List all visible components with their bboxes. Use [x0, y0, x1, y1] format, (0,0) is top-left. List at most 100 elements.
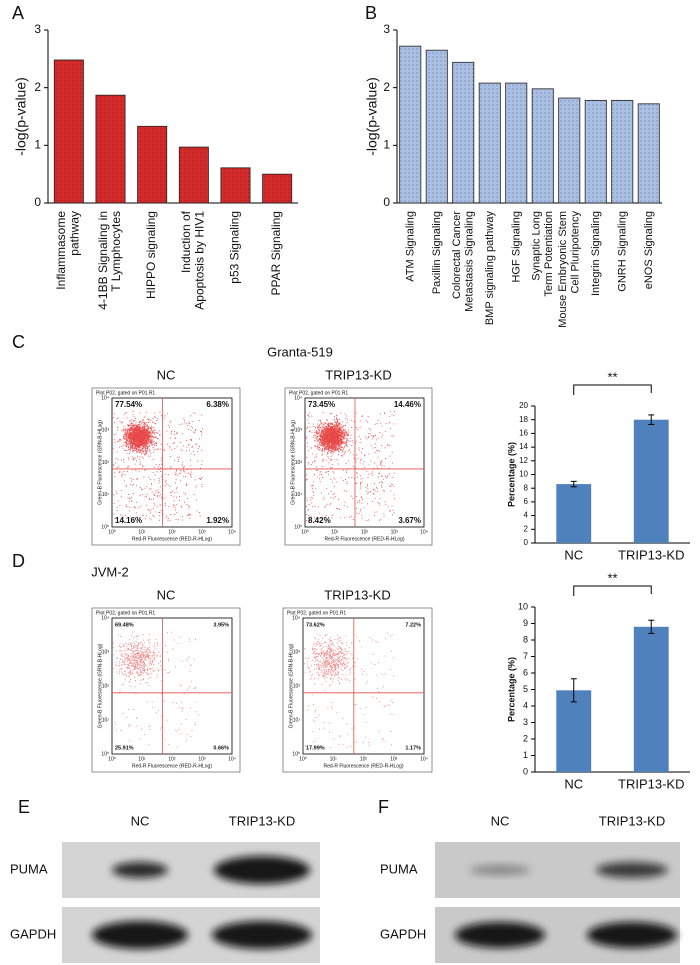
y-tick-label: 18	[519, 415, 528, 424]
bar	[612, 100, 633, 203]
panel-label: C	[12, 332, 25, 352]
blot-band	[112, 862, 168, 878]
lane-label: TRIP13-KD	[229, 813, 295, 828]
y-tick-label: 6	[524, 497, 529, 506]
x-tick-label: GNRH Signaling	[616, 211, 628, 292]
row-label: PUMA	[10, 861, 48, 876]
y-axis-label: -log(p-value)	[13, 77, 29, 156]
flow-x-label: Red-R Fluorescence (RED-R-HLog)	[132, 536, 212, 542]
flow-tick-label: 10³	[198, 529, 206, 535]
quadrant-percent: 7.22%	[405, 622, 421, 628]
row-label: GAPDH	[10, 926, 56, 941]
bar	[634, 627, 669, 772]
sample-title: Granta-519	[267, 344, 333, 359]
y-tick-label: 14	[519, 442, 528, 451]
y-tick-label: 2	[34, 80, 41, 94]
lane-label: NC	[491, 813, 510, 828]
x-tick-label: p53 Signaling	[228, 211, 242, 284]
y-tick-label: 4	[523, 700, 528, 710]
bar	[426, 50, 447, 203]
lane-label: TRIP13-KD	[599, 813, 665, 828]
flow-tick-label: 10²	[168, 529, 176, 535]
bar	[479, 83, 500, 203]
plot-label: TRIP13-KD	[325, 367, 391, 382]
flow-tick-label: 10⁴	[228, 756, 236, 762]
y-tick-label: 1	[34, 138, 41, 152]
flow-tick-label: 10¹	[138, 756, 146, 762]
row-label: GAPDH	[380, 926, 426, 941]
x-tick-label: BMP signaling pathway	[484, 211, 496, 326]
quadrant-percent: 17.99%	[306, 745, 325, 751]
flow-tick-label: 10⁰	[108, 756, 116, 762]
flow-tick-label: 10⁴	[420, 529, 428, 535]
y-axis-label: Percentage (%)	[506, 442, 516, 507]
bar	[221, 168, 250, 203]
quadrant-percent: 77.54%	[115, 400, 142, 409]
bar	[138, 126, 167, 203]
x-tick-label: Paxillin Signaling	[431, 211, 443, 294]
quadrant-percent: 3.67%	[398, 516, 421, 525]
flow-tick-label: 10²	[168, 756, 176, 762]
x-tick-label: TRIP13-KD	[618, 776, 684, 791]
flow-tick-label: 10¹	[331, 529, 339, 535]
bar	[54, 60, 83, 203]
row-label: PUMA	[380, 861, 418, 876]
panel-label: D	[12, 551, 25, 571]
quadrant-percent: 69.48%	[115, 622, 134, 628]
bar	[263, 174, 292, 203]
blot-band	[455, 922, 545, 948]
flow-tick-label: 10⁰	[294, 524, 302, 530]
y-tick-label: 3	[34, 22, 41, 36]
bar	[400, 46, 421, 203]
flow-tick-label: 10³	[390, 756, 398, 762]
blot-band	[587, 922, 677, 948]
y-tick-label: 1	[383, 138, 390, 152]
quadrant-percent: 0.66%	[213, 745, 229, 751]
blot-band	[92, 921, 188, 949]
flow-tick-label: 10³	[198, 756, 206, 762]
bar	[453, 62, 474, 203]
quadrant-percent: 1.92%	[206, 516, 229, 525]
flow-tick-label: 10³	[391, 529, 399, 535]
quadrant-percent: 14.16%	[115, 516, 142, 525]
bar	[96, 95, 125, 203]
plot-label: TRIP13-KD	[324, 587, 390, 602]
flow-tick-label: 10⁴	[101, 615, 109, 621]
bar	[532, 89, 553, 203]
flow-tick-label: 10⁴	[228, 529, 236, 535]
flow-tick-label: 10⁰	[101, 751, 109, 757]
x-tick-label: ATM Signaling	[404, 211, 416, 282]
flow-y-label: Green-B Fluorescence (GRN-B-HLog)	[97, 643, 103, 728]
y-tick-label: 2	[524, 524, 529, 533]
y-axis-label: -log(p-value)	[364, 77, 380, 156]
flow-tick-label: 10⁴	[292, 615, 300, 621]
quadrant-percent: 73.45%	[308, 400, 335, 409]
y-tick-label: 6	[523, 667, 528, 677]
bar	[585, 100, 606, 203]
x-tick-label: Colorectal CancerMetastasis Signaling	[451, 211, 475, 312]
quadrant-percent: 73.62%	[306, 622, 325, 628]
flow-tick-label: 10⁴	[294, 395, 302, 401]
flow-y-label: Green-B Fluorescence (GRN-B-HLog)	[97, 420, 103, 505]
flow-x-label: Red-R Fluorescence (RED-R-HLog)	[324, 536, 404, 542]
flow-tick-label: 10⁰	[292, 751, 300, 757]
flow-tick-label: 10⁰	[301, 529, 309, 535]
flow-y-label: Green-B Fluorescence (GRN-B-HLog)	[288, 643, 294, 728]
quadrant-percent: 14.46%	[394, 400, 421, 409]
quadrant-percent: 25.91%	[115, 745, 134, 751]
y-tick-label: 1	[523, 750, 528, 760]
y-tick-label: 10	[519, 470, 528, 479]
bar	[556, 690, 591, 772]
y-tick-label: 4	[524, 511, 529, 520]
panel-label: F	[378, 797, 389, 817]
flow-tick-label: 10⁴	[101, 395, 109, 401]
blot-band	[470, 865, 530, 875]
bar	[638, 104, 659, 203]
panel-label: A	[12, 3, 24, 23]
bar	[556, 484, 591, 543]
panel-label: B	[365, 3, 377, 23]
x-tick-label: NC	[564, 776, 583, 791]
flow-tick-label: 10⁴	[420, 756, 428, 762]
y-tick-label: 5	[523, 684, 528, 694]
